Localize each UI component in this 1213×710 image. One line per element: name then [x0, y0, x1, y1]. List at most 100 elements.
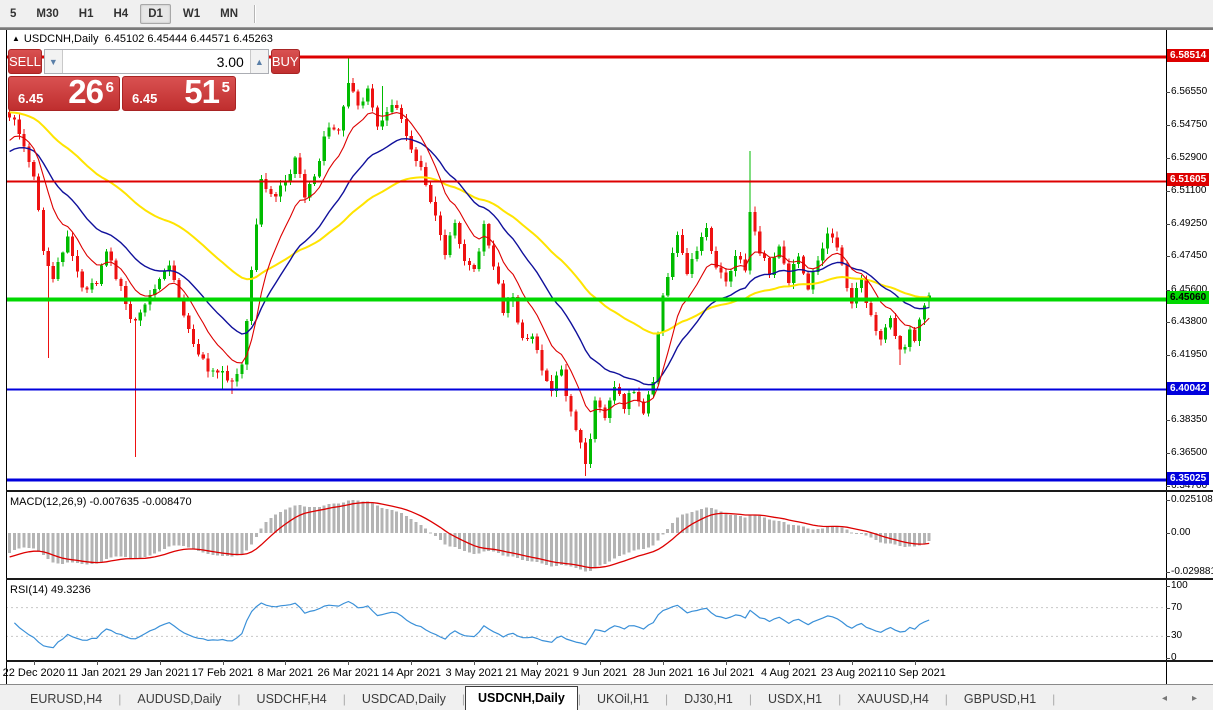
- rsi-axis-tick: [1166, 608, 1170, 609]
- date-label: 10 Sep 2021: [873, 667, 957, 679]
- price-axis-tick: [1166, 92, 1170, 93]
- timeframe-button-m30[interactable]: M30: [28, 4, 66, 24]
- symbol-tab-usdx[interactable]: USDX,H1: [752, 688, 838, 710]
- price-level-line[interactable]: [6, 389, 1166, 391]
- date-axis-tick: [411, 661, 412, 665]
- date-axis-tick: [663, 661, 664, 665]
- price-tick-label: 6.36500: [1171, 447, 1207, 458]
- date-axis-tick: [285, 661, 286, 665]
- symbol-tab-usdcad[interactable]: USDCAD,Daily: [346, 688, 462, 710]
- price-axis-tick: [1166, 191, 1170, 192]
- buy-price-pip: 5: [222, 79, 230, 96]
- date-axis-tick: [537, 661, 538, 665]
- price-level-label[interactable]: 6.51605: [1167, 173, 1209, 186]
- chevron-down-icon: ▼: [49, 57, 58, 67]
- price-level-line[interactable]: [6, 297, 1166, 301]
- chart-title: ▲ USDCNH,Daily 6.45102 6.45444 6.44571 6.…: [12, 33, 273, 45]
- buy-price-prefix: 6.45: [132, 91, 157, 106]
- price-level-label[interactable]: 6.45060: [1167, 291, 1209, 304]
- buy-button[interactable]: BUY: [271, 49, 300, 74]
- rsi-axis-label: 100: [1171, 580, 1188, 591]
- volume-decrease-button[interactable]: ▼: [45, 50, 63, 73]
- rsi-axis-tick: [1166, 636, 1170, 637]
- price-tick-label: 6.41950: [1171, 349, 1207, 360]
- price-tick-label: 6.43800: [1171, 316, 1207, 327]
- buy-price-box[interactable]: 6.45 51 5: [122, 76, 236, 111]
- price-level-label[interactable]: 6.35025: [1167, 472, 1209, 485]
- tab-separator: |: [1052, 692, 1055, 710]
- rsi-axis-label: 0: [1171, 652, 1177, 663]
- date-axis-tick: [915, 661, 916, 665]
- date-axis-tick: [852, 661, 853, 665]
- macd-axis-tick: [1166, 572, 1170, 573]
- collapse-arrow-icon[interactable]: ▲: [12, 34, 20, 43]
- timeframe-button-d1[interactable]: D1: [140, 4, 171, 24]
- macd-axis-label: 0.00: [1171, 527, 1190, 538]
- volume-increase-button[interactable]: ▲: [250, 50, 268, 73]
- price-axis-tick: [1166, 453, 1170, 454]
- timeframe-button-mn[interactable]: MN: [212, 4, 246, 24]
- macd-axis-label: 0.025108: [1171, 494, 1213, 505]
- rsi-bottom-separator[interactable]: [6, 660, 1213, 662]
- price-axis-tick: [1166, 420, 1170, 421]
- price-level-line[interactable]: [6, 478, 1166, 481]
- timeframe-button-5[interactable]: 5: [2, 4, 24, 24]
- symbol-tab-usdchf[interactable]: USDCHF,H4: [241, 688, 343, 710]
- plot-left-border: [6, 30, 7, 684]
- macd-axis-tick: [1166, 500, 1170, 501]
- price-axis-tick: [1166, 322, 1170, 323]
- chart-ohlc-values: 6.45102 6.45444 6.44571 6.45263: [105, 33, 273, 45]
- sell-button[interactable]: SELL: [8, 49, 42, 74]
- price-axis-tick: [1166, 256, 1170, 257]
- date-axis-tick: [789, 661, 790, 665]
- macd-rsi-separator[interactable]: [6, 578, 1213, 580]
- price-axis-tick: [1166, 125, 1170, 126]
- rsi-panel-canvas[interactable]: [6, 580, 1166, 660]
- price-axis-tick: [1166, 158, 1170, 159]
- date-axis-tick: [160, 661, 161, 665]
- rsi-line: [14, 602, 929, 648]
- sell-price-prefix: 6.45: [18, 91, 43, 106]
- price-axis-tick: [1166, 486, 1170, 487]
- date-axis-tick: [600, 661, 601, 665]
- timeframe-toolbar: 5M30H1H4D1W1MN: [0, 0, 1213, 28]
- chart-symbol-label: USDCNH,Daily: [24, 33, 99, 45]
- price-tick-label: 6.54750: [1171, 119, 1207, 130]
- price-level-label[interactable]: 6.58514: [1167, 49, 1209, 62]
- symbol-tab-usdcnh[interactable]: USDCNH,Daily: [465, 686, 578, 710]
- volume-input[interactable]: [63, 50, 250, 73]
- rsi-axis-label: 70: [1171, 602, 1182, 613]
- symbol-tab-audusd[interactable]: AUDUSD,Daily: [121, 688, 237, 710]
- price-tick-label: 6.52900: [1171, 152, 1207, 163]
- price-tick-label: 6.38350: [1171, 414, 1207, 425]
- timeframe-button-h4[interactable]: H4: [105, 4, 136, 24]
- tab-scroll-right-icon[interactable]: ▸: [1192, 693, 1197, 704]
- price-axis-tick: [1166, 355, 1170, 356]
- tab-scroll-left-icon[interactable]: ◂: [1162, 693, 1167, 704]
- rsi-axis-tick: [1166, 658, 1170, 659]
- toolbar-separator: [254, 5, 256, 23]
- symbol-tab-gbpusd[interactable]: GBPUSD,H1: [948, 688, 1052, 710]
- date-axis-tick: [474, 661, 475, 665]
- rsi-axis-label: 30: [1171, 630, 1182, 641]
- price-level-label[interactable]: 6.40042: [1167, 382, 1209, 395]
- price-tick-label: 6.49250: [1171, 218, 1207, 229]
- main-macd-separator[interactable]: [6, 490, 1213, 492]
- timeframe-button-w1[interactable]: W1: [175, 4, 208, 24]
- date-axis-tick: [348, 661, 349, 665]
- price-level-line[interactable]: [6, 180, 1166, 182]
- chevron-up-icon: ▲: [255, 57, 264, 67]
- symbol-tab-bar: EURUSD,H4|AUDUSD,Daily|USDCHF,H4|USDCAD,…: [0, 684, 1213, 710]
- rsi-label: RSI(14) 49.3236: [10, 584, 91, 596]
- timeframe-button-h1[interactable]: H1: [71, 4, 102, 24]
- macd-axis-label: -0.029881: [1171, 566, 1213, 577]
- date-axis-tick: [34, 661, 35, 665]
- symbol-tab-dj30[interactable]: DJ30,H1: [668, 688, 749, 710]
- symbol-tab-xauusd[interactable]: XAUUSD,H4: [841, 688, 945, 710]
- one-click-trading-panel: SELL ▼ ▲ BUY 6.45 26 6 6.45 51 5: [8, 49, 236, 111]
- sell-price-box[interactable]: 6.45 26 6: [8, 76, 120, 111]
- rsi-axis-tick: [1166, 586, 1170, 587]
- symbol-tab-ukoil[interactable]: UKOil,H1: [581, 688, 665, 710]
- sell-price-pip: 6: [106, 79, 114, 96]
- symbol-tab-eurusd[interactable]: EURUSD,H4: [14, 688, 118, 710]
